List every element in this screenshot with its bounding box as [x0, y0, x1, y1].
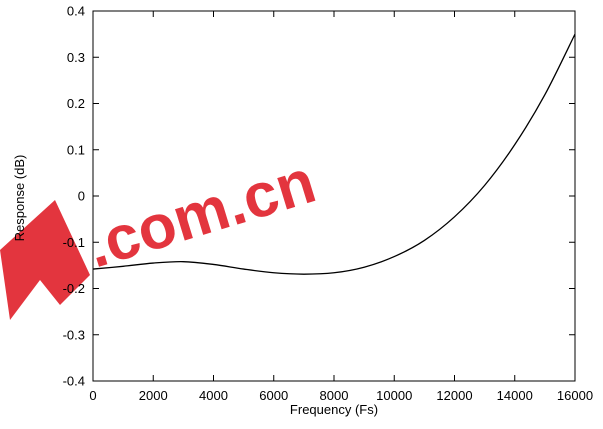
- x-tick-label: 6000: [259, 388, 288, 403]
- y-tick-label: -0.2: [63, 281, 85, 296]
- x-tick-label: 12000: [436, 388, 472, 403]
- x-tick-label: 8000: [320, 388, 349, 403]
- x-tick-label: 2000: [139, 388, 168, 403]
- y-tick-label: -0.1: [63, 235, 85, 250]
- y-axis: -0.4 -0.3 -0.2 -0.1 0 0.1 0.2 0.3 0.4: [63, 4, 575, 389]
- y-tick-label: 0.3: [67, 50, 85, 65]
- x-tick-label: 14000: [497, 388, 533, 403]
- y-tick-label: -0.4: [63, 374, 85, 389]
- watermark-shape: [0, 200, 90, 320]
- y-axis-title: Response (dB): [12, 155, 27, 242]
- y-tick-label: 0.2: [67, 96, 85, 111]
- y-tick-label: -0.3: [63, 327, 85, 342]
- x-axis-title: Frequency (Fs): [290, 402, 378, 417]
- watermark-text: .com.cn: [79, 147, 323, 281]
- x-tick-label: 16000: [557, 388, 593, 403]
- x-axis: 0 2000 4000 6000 8000 10000 12000 14000 16000: [89, 11, 593, 403]
- x-tick-label: 10000: [376, 388, 412, 403]
- y-tick-label: 0: [78, 189, 85, 204]
- watermark: .com.cn: [0, 147, 323, 320]
- y-tick-label: 0.4: [67, 4, 85, 19]
- x-tick-label: 4000: [199, 388, 228, 403]
- y-tick-label: 0.1: [67, 142, 85, 157]
- series-line: [92, 33, 576, 275]
- x-tick-label: 0: [89, 388, 96, 403]
